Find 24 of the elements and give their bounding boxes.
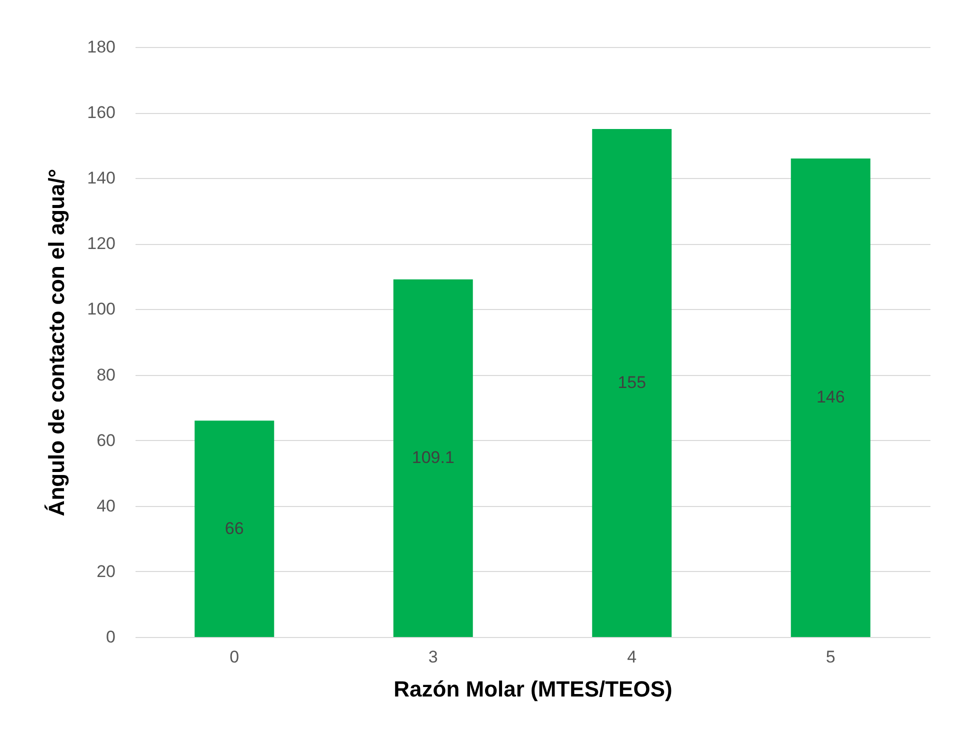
y-tick-label: 180: [87, 38, 116, 56]
bar: [393, 279, 473, 637]
bar: [592, 128, 672, 637]
bar: [790, 158, 870, 637]
x-tick-label: 0: [230, 648, 240, 666]
x-tick-label: 5: [826, 648, 836, 666]
x-axis-title: Razón Molar (MTES/TEOS): [394, 676, 672, 702]
y-tick-label: 100: [87, 300, 116, 319]
data-label: 146: [816, 388, 845, 407]
y-tick-label: 20: [96, 562, 116, 581]
y-tick-label: 60: [96, 430, 116, 450]
data-label: 155: [618, 372, 646, 392]
y-tick-label: 140: [87, 168, 116, 188]
y-tick-label: 40: [96, 496, 116, 516]
y-tick-label: 80: [96, 365, 116, 384]
y-tick-label: 0: [106, 628, 116, 646]
data-label: 66: [224, 518, 244, 538]
y-tick-label: 160: [87, 103, 116, 122]
x-tick-label: 4: [627, 648, 637, 666]
bar: [194, 420, 274, 637]
x-tick-label: 3: [428, 648, 438, 666]
y-tick-label: 120: [87, 234, 116, 254]
data-label: 109.1: [412, 448, 454, 468]
y-axis-title: Ángulo de contacto con el agua/°: [44, 168, 70, 516]
